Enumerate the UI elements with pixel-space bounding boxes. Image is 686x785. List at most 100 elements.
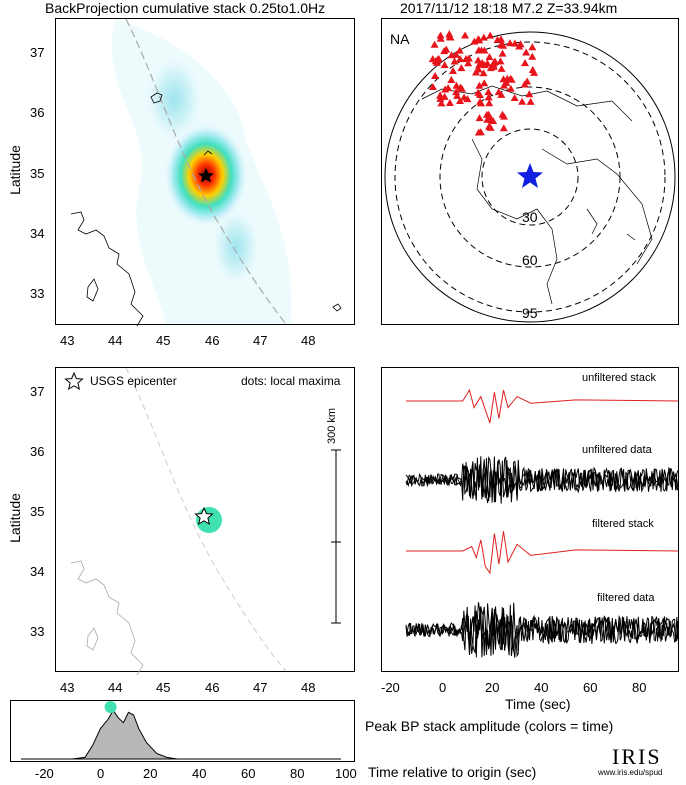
station-marker bbox=[480, 79, 489, 87]
station-marker bbox=[441, 85, 450, 93]
ytick: 35 bbox=[30, 504, 45, 519]
data-line bbox=[405, 602, 679, 657]
station-marker bbox=[475, 81, 484, 89]
data-line bbox=[406, 456, 679, 503]
station-marker bbox=[452, 88, 461, 96]
backprojection-map-panel bbox=[55, 18, 355, 327]
station-marker bbox=[486, 31, 495, 39]
xtick: 48 bbox=[301, 680, 316, 695]
amplitude-peak-dot bbox=[104, 701, 117, 713]
station-marker bbox=[470, 37, 479, 45]
xtick: 48 bbox=[301, 333, 316, 348]
ytick: 34 bbox=[30, 226, 45, 241]
station-marker bbox=[496, 57, 505, 65]
ytick: 35 bbox=[30, 166, 45, 181]
xtick: 100 bbox=[335, 766, 357, 781]
station-marker bbox=[474, 56, 483, 64]
station-marker bbox=[489, 62, 498, 70]
iris-logo-text: IRIS bbox=[612, 744, 662, 769]
station-marker bbox=[477, 99, 486, 107]
ring-label-30: 30 bbox=[522, 209, 538, 225]
station-marker bbox=[477, 46, 486, 54]
xtick: -20 bbox=[381, 680, 400, 695]
station-marker bbox=[452, 81, 461, 89]
station-marker bbox=[522, 48, 531, 56]
ytick: 33 bbox=[30, 624, 45, 639]
amplitude-xlabel: Time relative to origin (sec) bbox=[368, 764, 537, 780]
station-marker bbox=[479, 69, 488, 77]
station-marker bbox=[489, 116, 498, 124]
station-marker bbox=[437, 99, 446, 107]
ytick: 34 bbox=[30, 564, 45, 579]
station-marker bbox=[520, 80, 529, 88]
station-marker bbox=[510, 94, 519, 102]
station-marker bbox=[431, 57, 440, 65]
station-marker bbox=[503, 74, 512, 82]
station-marker bbox=[447, 51, 456, 59]
station-marker bbox=[460, 93, 469, 101]
xtick: 60 bbox=[583, 680, 598, 695]
traces-panel: unfiltered stack unfiltered data filtere… bbox=[381, 367, 679, 672]
station-marker bbox=[475, 91, 484, 99]
coastline-small bbox=[332, 303, 342, 312]
xtick: 45 bbox=[156, 680, 171, 695]
legend-epicenter: USGS epicenter bbox=[90, 374, 177, 388]
maxima-south bbox=[211, 207, 261, 287]
station-marker bbox=[440, 92, 449, 100]
station-marker bbox=[484, 88, 493, 96]
station-marker bbox=[528, 43, 537, 51]
station-marker bbox=[428, 82, 437, 90]
station-marker bbox=[457, 64, 466, 72]
station-marker bbox=[484, 93, 493, 101]
epicenter-star-blue bbox=[517, 163, 543, 188]
station-marker bbox=[436, 34, 445, 42]
station-marker bbox=[456, 83, 465, 91]
local-maxima-svg bbox=[64, 367, 341, 676]
trace-label-filtered-data: filtered data bbox=[597, 592, 655, 604]
station-marker bbox=[506, 39, 515, 47]
data-line bbox=[405, 602, 679, 658]
station-marker bbox=[461, 31, 470, 39]
xtick: 47 bbox=[253, 333, 268, 348]
station-marker bbox=[483, 115, 492, 123]
station-marker bbox=[472, 68, 481, 76]
station-marker bbox=[511, 39, 520, 47]
xtick: 45 bbox=[156, 333, 171, 348]
xtick: 40 bbox=[192, 766, 207, 781]
distance-ring-60 bbox=[439, 86, 621, 268]
station-marker bbox=[436, 91, 445, 99]
station-marker bbox=[525, 90, 534, 98]
station-marker bbox=[474, 64, 483, 72]
xtick: 80 bbox=[632, 680, 647, 695]
xtick: 20 bbox=[485, 680, 500, 695]
xtick: 43 bbox=[60, 680, 75, 695]
xtick: 43 bbox=[60, 333, 75, 348]
coastline-island bbox=[86, 278, 99, 302]
station-marker bbox=[502, 78, 511, 86]
station-marker bbox=[480, 61, 489, 69]
station-marker bbox=[499, 124, 508, 132]
bottom-map-ylabel: Latitude bbox=[6, 493, 23, 543]
distance-ring-95 bbox=[394, 41, 666, 313]
trace-label-filtered-stack: filtered stack bbox=[592, 518, 654, 530]
amplitude-svg bbox=[21, 701, 341, 760]
unfiltered-data-trace bbox=[405, 456, 679, 504]
station-marker bbox=[493, 36, 502, 44]
maxima-north bbox=[144, 54, 204, 144]
continent-outlines bbox=[421, 85, 653, 305]
usgs-epicenter-star bbox=[194, 506, 214, 526]
station-marker bbox=[475, 114, 484, 122]
amplitude-area bbox=[21, 709, 341, 760]
station-marker bbox=[430, 40, 439, 48]
station-marker bbox=[450, 57, 459, 65]
station-marker bbox=[440, 61, 449, 69]
xtick: 44 bbox=[108, 333, 123, 348]
station-marker bbox=[518, 97, 527, 105]
station-marker bbox=[449, 66, 458, 74]
station-globe-svg bbox=[384, 30, 676, 323]
fault-line-faint bbox=[125, 367, 287, 672]
epicenter-star bbox=[198, 168, 214, 183]
station-markers bbox=[428, 30, 539, 136]
amplitude-panel bbox=[10, 700, 355, 762]
xtick: 0 bbox=[97, 766, 105, 781]
